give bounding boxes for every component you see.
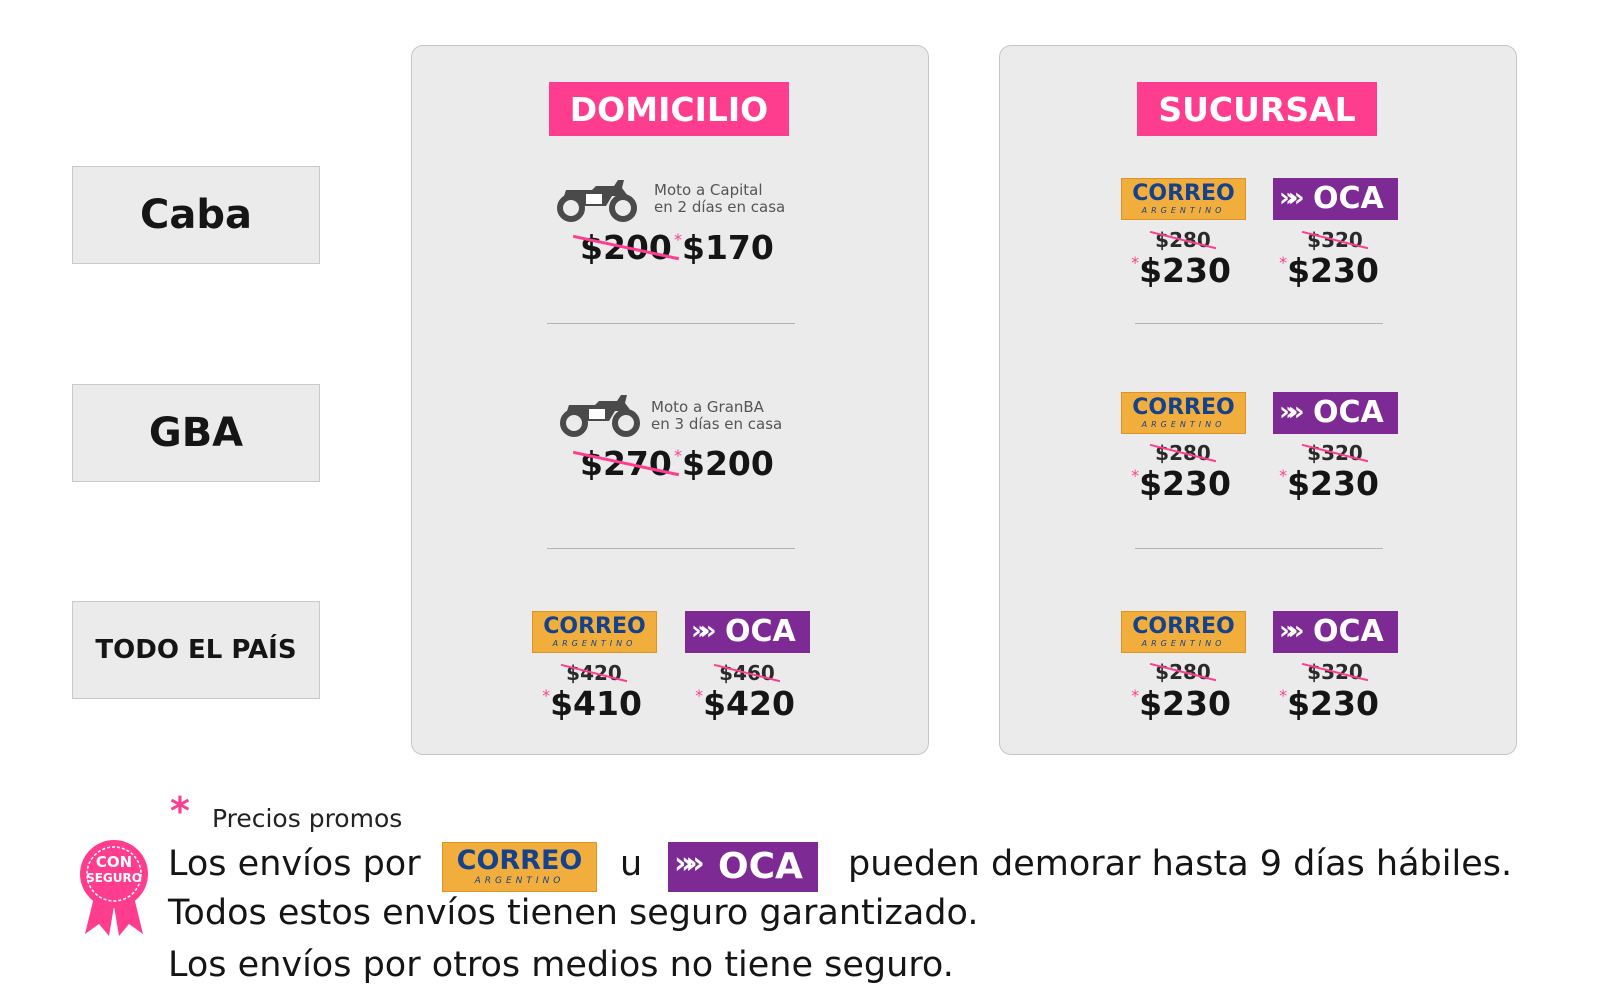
oca-logo: »» OCA [668,842,818,892]
correo-argentino-logo: CORREO ARGENTINO [1121,611,1246,653]
row3-oca-old-price: $320 [1307,660,1363,684]
asterisk-icon: * [170,789,190,833]
pais-correo-new-price: *$410 [542,684,642,723]
row2-oca-old-price: $320 [1307,441,1363,465]
divider [1135,323,1383,324]
region-todo-el-pais: TODO EL PAÍS [72,601,320,699]
region-gba: GBA [72,384,320,482]
oca-logo: »» OCA [1273,392,1398,434]
double-chevron-icon: »» [674,846,705,881]
divider [547,323,795,324]
oca-logo: »» OCA [685,611,810,653]
promo-note: Precios promos [212,804,403,833]
row2-correo-old-price: $280 [1155,441,1211,465]
sucursal-panel: SUCURSAL CORREO ARGENTINO »» OCA $280 $3… [999,45,1517,755]
correo-argentino-logo: CORREO ARGENTINO [532,611,657,653]
caba-new-price: *$170 [674,228,774,267]
caba-old-price: $200 [580,228,672,267]
domicilio-title: DOMICILIO [549,82,789,136]
row3-correo-old-price: $280 [1155,660,1211,684]
asterisk-icon: * [674,446,682,465]
correo-argentino-logo: CORREO ARGENTINO [1121,392,1246,434]
row2-correo-new-price: *$230 [1131,464,1231,503]
asterisk-icon: * [1131,253,1140,272]
moto-gba-line1: Moto a GranBA [651,398,764,416]
ribbon-badge-icon [80,840,148,936]
gba-new-price: *$200 [674,444,774,483]
row1-correo-new-price: *$230 [1131,251,1231,290]
asterisk-icon: * [1131,686,1140,705]
pais-oca-new-price: *$420 [695,684,795,723]
double-chevron-icon: »» [1279,616,1304,646]
region-label: GBA [148,410,244,456]
correo-argentino-logo: CORREO ARGENTINO [442,842,597,892]
asterisk-icon: * [695,686,704,705]
row3-correo-new-price: *$230 [1131,684,1231,723]
domicilio-panel: DOMICILIO Moto a Capital en 2 días en ca… [411,45,929,755]
moto-caba-line1: Moto a Capital [654,181,763,199]
sucursal-title: SUCURSAL [1137,82,1377,136]
footer-line2: Todos estos envíos tienen seguro garanti… [168,893,979,933]
pais-oca-old-price: $460 [719,661,775,685]
divider [547,548,795,549]
asterisk-icon: * [1279,253,1288,272]
row2-oca-new-price: *$230 [1279,464,1379,503]
footer-line1-u: u [620,844,643,884]
asterisk-icon: * [1131,466,1140,485]
footer-line1-a: Los envíos por [168,844,421,884]
asterisk-icon: * [1279,686,1288,705]
moto-caba-label: Moto a Capital en 2 días en casa [654,182,785,216]
region-label: TODO EL PAÍS [95,635,297,665]
asterisk-icon: * [1279,466,1288,485]
motorcycle-icon [557,180,637,222]
double-chevron-icon: »» [691,616,716,646]
moto-caba-line2: en 2 días en casa [654,198,786,216]
footer-line1-b: pueden demorar hasta 9 días hábiles. [848,844,1513,884]
asterisk-icon: * [674,230,682,249]
region-caba: Caba [72,166,320,264]
divider [1135,548,1383,549]
badge-line2: SEGURO [86,871,142,885]
gba-old-price: $270 [580,444,672,483]
badge-line1: CON [95,853,133,871]
moto-gba-label: Moto a GranBA en 3 días en casa [651,399,782,433]
badge-text: CON SEGURO [77,854,151,886]
row1-correo-old-price: $280 [1155,228,1211,252]
row3-oca-new-price: *$230 [1279,684,1379,723]
double-chevron-icon: »» [1279,183,1304,213]
motorcycle-icon [560,395,640,437]
footer-line3: Los envíos por otros medios no tiene seg… [168,945,954,985]
row1-oca-new-price: *$230 [1279,251,1379,290]
oca-logo: »» OCA [1273,611,1398,653]
region-label: Caba [140,192,252,238]
correo-argentino-logo: CORREO ARGENTINO [1121,178,1246,220]
double-chevron-icon: »» [1279,397,1304,427]
oca-logo: »» OCA [1273,178,1398,220]
asterisk-icon: * [542,686,551,705]
row1-oca-old-price: $320 [1307,228,1363,252]
moto-gba-line2: en 3 días en casa [651,415,783,433]
pais-correo-old-price: $420 [566,661,622,685]
